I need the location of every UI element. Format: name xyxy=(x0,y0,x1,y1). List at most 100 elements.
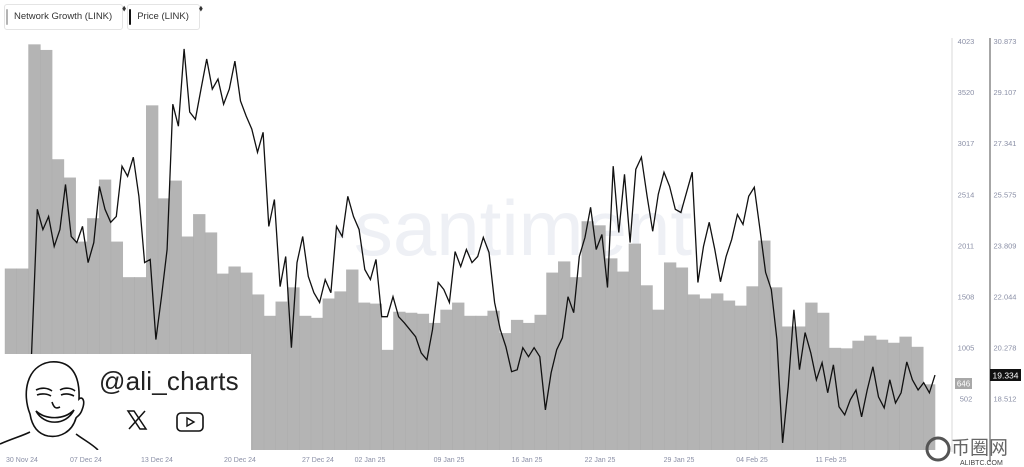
legend-price[interactable]: Price (LINK) ⬧ xyxy=(127,3,203,30)
network-growth-bar xyxy=(852,340,865,450)
network-growth-bar xyxy=(640,285,653,450)
right-axis-tick: 23.809 xyxy=(994,241,1017,250)
network-growth-bar xyxy=(652,309,665,450)
network-growth-bar xyxy=(734,305,747,450)
right-axis-tick: 30.873 xyxy=(994,37,1017,46)
network-growth-bar xyxy=(864,335,877,450)
author-branding: @ali_charts xyxy=(0,354,251,450)
left-axis-tick: 502 xyxy=(960,395,973,404)
network-growth-bar xyxy=(252,294,265,450)
svg-text:646: 646 xyxy=(957,380,971,389)
left-axis-tick: 4023 xyxy=(958,37,975,46)
date-tick: 11 Feb 25 xyxy=(815,457,846,464)
date-tick: 22 Jan 25 xyxy=(585,457,616,464)
left-axis-tick: 2514 xyxy=(958,190,975,199)
network-growth-bar xyxy=(840,348,853,450)
network-growth-bar xyxy=(687,294,700,450)
right-axis-tick: 22.044 xyxy=(994,293,1017,302)
legend-label: Network Growth (LINK) xyxy=(14,11,113,22)
network-growth-bar xyxy=(311,317,324,450)
network-growth-bar xyxy=(617,271,630,450)
network-growth-bar xyxy=(581,221,594,450)
network-growth-bar xyxy=(428,322,441,450)
network-growth-bar xyxy=(876,339,889,450)
date-tick: 20 Dec 24 xyxy=(224,457,256,464)
network-growth-bar xyxy=(664,262,677,450)
network-growth-bar xyxy=(829,347,842,450)
date-tick: 16 Jan 25 xyxy=(512,457,543,464)
alibtc-site-logo: 币圈网 ALIBTC.COM xyxy=(925,436,1008,467)
network-growth-bar xyxy=(299,315,312,450)
legend: Network Growth (LINK) ⬧ Price (LINK) ⬧ xyxy=(4,3,203,30)
network-growth-bar xyxy=(511,319,524,450)
network-growth-bar xyxy=(334,291,347,450)
sort-arrows-icon[interactable]: ⬧ xyxy=(122,3,127,13)
x-logo-icon[interactable] xyxy=(126,409,148,431)
legend-network-growth[interactable]: Network Growth (LINK) ⬧ xyxy=(4,3,127,30)
right-axis-tick: 18.512 xyxy=(994,395,1017,404)
network-growth-bar xyxy=(369,303,383,450)
date-tick: 29 Jan 25 xyxy=(664,457,695,464)
date-tick: 30 Nov 24 xyxy=(6,457,38,464)
network-growth-bar xyxy=(499,333,512,450)
network-growth-bar xyxy=(558,261,571,450)
svg-text:币圈网: 币圈网 xyxy=(951,437,1008,459)
price-last-value-badge: 19.334 xyxy=(990,369,1021,381)
left-axis-tick: 3520 xyxy=(958,88,975,97)
network-growth-bar xyxy=(899,336,912,450)
right-axis-tick: 29.107 xyxy=(994,88,1017,97)
network-growth-bar xyxy=(522,322,536,450)
right-axis-tick: 20.278 xyxy=(994,344,1017,353)
youtube-icon[interactable] xyxy=(176,412,204,432)
network-growth-bar xyxy=(605,258,618,450)
date-axis: 30 Nov 24 07 Dec 24 13 Dec 24 20 Dec 24 27 D… xyxy=(6,457,847,464)
network-growth-bar xyxy=(464,315,477,450)
network-growth-axis: 4023 3520 3017 2514 2011 1508 1005 502 xyxy=(958,37,975,404)
date-tick: 02 Jan 25 xyxy=(355,457,386,464)
network-growth-bar xyxy=(534,314,547,450)
network-growth-bar xyxy=(393,311,406,450)
network-growth-bar xyxy=(628,243,641,450)
left-axis-tick: 1005 xyxy=(958,344,975,353)
date-tick: 27 Dec 24 xyxy=(302,457,334,464)
left-axis-tick: 3017 xyxy=(958,139,975,148)
network-growth-bar xyxy=(711,293,724,450)
left-axis-tick: 2011 xyxy=(958,241,974,250)
network-growth-bar xyxy=(475,315,488,450)
series-color-swatch xyxy=(129,9,132,25)
left-axis-tick: 1508 xyxy=(958,293,975,302)
network-growth-bar xyxy=(723,300,736,450)
author-handle: @ali_charts xyxy=(99,366,239,396)
network-growth-bar xyxy=(275,301,288,450)
date-tick: 04 Feb 25 xyxy=(736,457,768,464)
meme-face-avatar xyxy=(0,361,99,450)
network-growth-bar xyxy=(699,298,712,450)
date-tick: 07 Dec 24 xyxy=(70,457,102,464)
network-growth-bar xyxy=(346,269,359,450)
network-growth-bar xyxy=(417,313,430,450)
network-growth-bar xyxy=(746,286,759,450)
date-tick: 13 Dec 24 xyxy=(141,457,173,464)
network-growth-bar xyxy=(452,302,465,450)
network-growth-last-value-badge: 646 xyxy=(955,378,972,389)
network-growth-bar xyxy=(358,302,371,450)
svg-text:ALIBTC.COM: ALIBTC.COM xyxy=(960,460,1003,467)
network-growth-bar xyxy=(793,326,806,450)
svg-text:19.334: 19.334 xyxy=(993,371,1019,381)
date-tick: 09 Jan 25 xyxy=(434,457,465,464)
network-growth-bar xyxy=(381,349,394,450)
network-growth-bar xyxy=(593,225,606,450)
network-growth-bar xyxy=(923,384,936,450)
network-growth-bar xyxy=(405,312,418,450)
network-growth-bar xyxy=(805,302,818,450)
series-color-swatch xyxy=(6,9,8,25)
sort-arrows-icon[interactable]: ⬧ xyxy=(198,3,203,13)
network-growth-bar xyxy=(758,240,771,450)
network-growth-bar xyxy=(487,310,500,450)
network-growth-bar xyxy=(440,309,453,450)
right-axis-tick: 25.575 xyxy=(994,190,1017,199)
network-growth-bar xyxy=(263,315,277,450)
price-axis: 30.873 29.107 27.341 25.575 23.809 22.044 20.2… xyxy=(994,37,1017,404)
price-line xyxy=(25,48,936,443)
network-growth-bar xyxy=(546,272,559,450)
